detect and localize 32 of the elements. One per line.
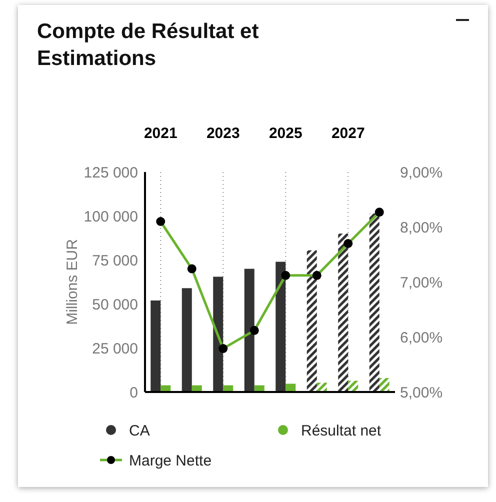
bar (244, 268, 254, 392)
bar (213, 276, 224, 392)
y-tick-label: 125 000 (84, 164, 138, 182)
bar (276, 262, 286, 392)
x-tick-label: 2023 (206, 125, 240, 142)
y-tick-label: 25 000 (92, 340, 138, 358)
bar (348, 380, 358, 392)
x-tick-label: 2025 (268, 125, 302, 142)
y-tick-label: 0 (130, 384, 138, 402)
y2-tick-label: 7,00% (400, 274, 443, 292)
bar (182, 288, 192, 392)
bar (150, 300, 161, 392)
legend-label: CA (129, 422, 150, 440)
bar (306, 250, 317, 392)
x-tick-label: 2027 (331, 125, 365, 142)
y2-tick-label: 6,00% (400, 329, 443, 346)
y2-tick-label: 8,00% (400, 219, 443, 236)
y2-tick-label: 9,00% (400, 164, 443, 182)
bar (286, 384, 296, 392)
legend-label: Résultat net (301, 422, 382, 440)
y-tick-label: 100 000 (84, 208, 138, 226)
y2-tick-label: 5,00% (400, 384, 443, 402)
legend-label: Marge Nette (129, 452, 212, 470)
bar (379, 378, 390, 392)
bar (338, 234, 348, 392)
y-tick-label: 50 000 (92, 296, 138, 314)
y-tick-label: 75 000 (92, 252, 138, 270)
y-axis-title: Millions EUR (64, 238, 81, 325)
chart-title: Compte de Résultat et Estimations (37, 20, 259, 70)
bar (369, 213, 380, 392)
x-tick-label: 2021 (144, 125, 178, 142)
bar (316, 382, 327, 392)
